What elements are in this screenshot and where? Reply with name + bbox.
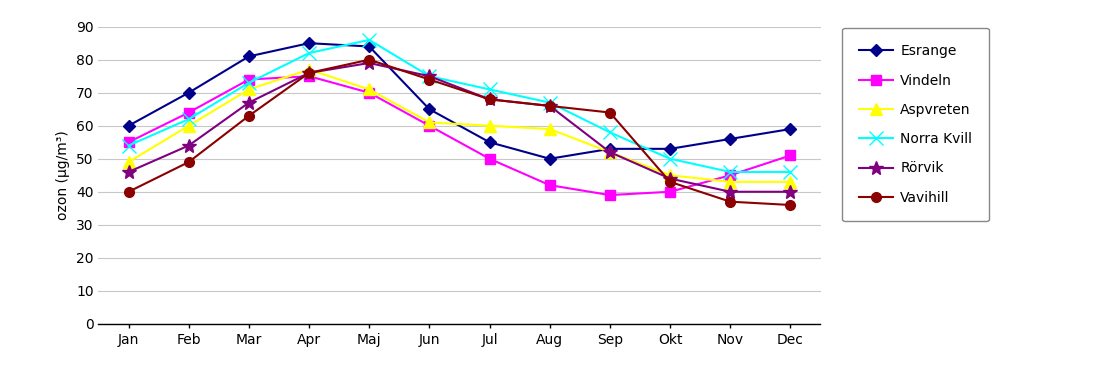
Vavihill <box>663 179 676 184</box>
Aspvreten <box>362 87 376 92</box>
Esrange <box>362 44 376 49</box>
Aspvreten <box>121 160 136 164</box>
Rörvik <box>242 100 255 105</box>
Norra Kvill <box>422 74 435 78</box>
Vavihill <box>723 199 736 204</box>
Aspvreten <box>182 123 195 128</box>
Esrange <box>723 137 736 141</box>
Vindeln <box>362 90 376 95</box>
Aspvreten <box>242 87 255 92</box>
Vindeln <box>182 110 195 115</box>
Vindeln <box>783 153 796 158</box>
Rörvik <box>543 104 556 108</box>
Rörvik <box>362 61 376 65</box>
Rörvik <box>422 74 435 78</box>
Esrange <box>182 90 195 95</box>
Vindeln <box>723 173 736 178</box>
Vavihill <box>604 110 617 115</box>
Vindeln <box>663 189 676 194</box>
Norra Kvill <box>783 170 796 174</box>
Line: Norra Kvill: Norra Kvill <box>121 33 798 179</box>
Esrange <box>604 147 617 151</box>
Line: Rörvik: Rörvik <box>121 56 798 199</box>
Norra Kvill <box>543 100 556 105</box>
Vindeln <box>242 77 255 82</box>
Aspvreten <box>723 179 736 184</box>
Rörvik <box>604 150 617 154</box>
Aspvreten <box>543 127 556 131</box>
Esrange <box>543 157 556 161</box>
Esrange <box>783 127 796 131</box>
Vindeln <box>422 123 435 128</box>
Esrange <box>422 107 435 112</box>
Rörvik <box>302 70 315 75</box>
Vindeln <box>121 140 136 144</box>
Vavihill <box>362 58 376 62</box>
Norra Kvill <box>604 130 617 134</box>
Esrange <box>242 54 255 59</box>
Rörvik <box>121 170 136 174</box>
Aspvreten <box>604 150 617 154</box>
Rörvik <box>723 189 736 194</box>
Vavihill <box>783 203 796 207</box>
Legend: Esrange, Vindeln, Aspvreten, Norra Kvill, Rörvik, Vavihill: Esrange, Vindeln, Aspvreten, Norra Kvill… <box>842 28 989 221</box>
Rörvik <box>783 189 796 194</box>
Line: Esrange: Esrange <box>125 39 794 163</box>
Vindeln <box>302 74 315 78</box>
Rörvik <box>663 176 676 181</box>
Vavihill <box>482 97 496 102</box>
Esrange <box>121 123 136 128</box>
Vindeln <box>543 183 556 187</box>
Esrange <box>482 140 496 144</box>
Vavihill <box>182 160 195 164</box>
Vavihill <box>121 189 136 194</box>
Vindeln <box>482 157 496 161</box>
Norra Kvill <box>362 38 376 42</box>
Norra Kvill <box>242 80 255 85</box>
Esrange <box>302 41 315 45</box>
Aspvreten <box>663 173 676 178</box>
Rörvik <box>182 143 195 148</box>
Norra Kvill <box>182 117 195 122</box>
Rörvik <box>482 97 496 102</box>
Vindeln <box>604 193 617 197</box>
Norra Kvill <box>723 170 736 174</box>
Line: Aspvreten: Aspvreten <box>123 64 796 187</box>
Vavihill <box>242 114 255 118</box>
Line: Vindeln: Vindeln <box>124 71 795 200</box>
Norra Kvill <box>663 157 676 161</box>
Line: Vavihill: Vavihill <box>124 55 795 210</box>
Norra Kvill <box>121 143 136 148</box>
Norra Kvill <box>302 51 315 55</box>
Y-axis label: ozon (µg/m³): ozon (µg/m³) <box>57 130 70 220</box>
Vavihill <box>543 104 556 108</box>
Esrange <box>663 147 676 151</box>
Aspvreten <box>482 123 496 128</box>
Vavihill <box>422 77 435 82</box>
Aspvreten <box>422 120 435 125</box>
Aspvreten <box>302 67 315 72</box>
Vavihill <box>302 70 315 75</box>
Aspvreten <box>783 179 796 184</box>
Norra Kvill <box>482 87 496 92</box>
